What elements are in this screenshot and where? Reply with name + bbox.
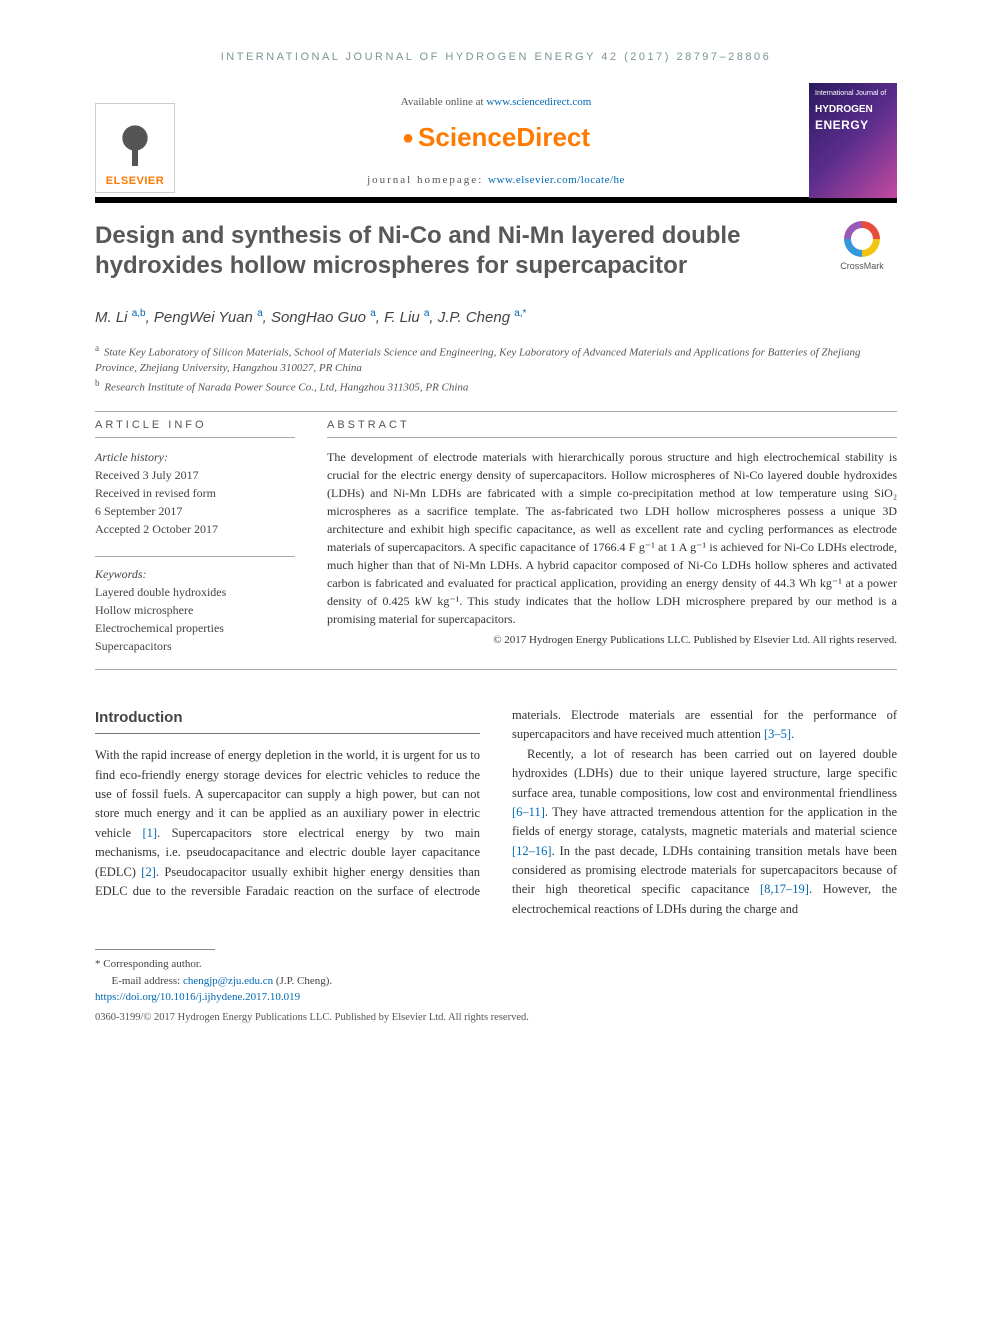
crossmark-label: CrossMark [840, 261, 884, 271]
article-title: Design and synthesis of Ni-Co and Ni-Mn … [95, 221, 765, 281]
intro-p2-b: . They have attracted tremendous attenti… [512, 805, 897, 838]
footnote-rule [95, 949, 215, 950]
journal-homepage-link[interactable]: www.elsevier.com/locate/he [488, 174, 625, 186]
issn-copyright-line: 0360-3199/© 2017 Hydrogen Energy Publica… [95, 1010, 897, 1026]
article-info-heading: ARTICLE INFO [95, 418, 295, 438]
available-online-line: Available online at www.sciencedirect.co… [95, 95, 897, 110]
ref-link-4[interactable]: [6–11] [512, 805, 545, 819]
intro-paragraph-2: Recently, a lot of research has been car… [512, 745, 897, 919]
homepage-prefix: journal homepage: [367, 174, 488, 186]
abstract-heading: ABSTRACT [327, 418, 897, 438]
sciencedirect-wordmark: ScienceDirect [402, 122, 590, 152]
ref-link-1[interactable]: [1] [143, 826, 158, 840]
keyword-4: Supercapacitors [95, 637, 295, 655]
elsevier-logo: ELSEVIER [95, 103, 175, 193]
journal-header: INTERNATIONAL JOURNAL OF HYDROGEN ENERGY… [95, 50, 897, 65]
abstract-copyright: © 2017 Hydrogen Energy Publications LLC.… [327, 632, 897, 649]
journal-cover-thumbnail: International Journal of HYDROGEN ENERGY [809, 83, 897, 198]
introduction-heading: Introduction [95, 706, 480, 729]
ref-link-3[interactable]: [3–5] [764, 727, 791, 741]
intro-p2-a: Recently, a lot of research has been car… [512, 747, 897, 800]
cover-title-2: ENERGY [815, 117, 891, 134]
abstract-body: The development of electrode materials w… [327, 450, 897, 626]
keywords-rule [95, 556, 295, 557]
info-top-rule [95, 411, 897, 412]
email-label: E-mail address: [112, 975, 183, 987]
history-revised-2: 6 September 2017 [95, 502, 295, 520]
doi-link[interactable]: https://doi.org/10.1016/j.ijhydene.2017.… [95, 991, 300, 1003]
title-separator-rule [95, 197, 897, 203]
history-label: Article history: [95, 448, 295, 466]
ref-link-5[interactable]: [12–16] [512, 844, 552, 858]
available-prefix: Available online at [401, 96, 487, 108]
keyword-3: Electrochemical properties [95, 619, 295, 637]
intro-p1-d: . [791, 727, 794, 741]
affiliation-b: Research Institute of Narada Power Sourc… [104, 382, 468, 394]
corresponding-email-link[interactable]: chengjp@zju.edu.cn [183, 975, 273, 987]
history-received: Received 3 July 2017 [95, 466, 295, 484]
affiliation-sup-b: b [95, 378, 100, 388]
masthead: ELSEVIER International Journal of HYDROG… [95, 83, 897, 188]
elsevier-brand-text: ELSEVIER [106, 171, 164, 192]
crossmark-icon [844, 221, 880, 257]
history-revised-1: Received in revised form [95, 484, 295, 502]
email-author-name: (J.P. Cheng). [273, 975, 332, 987]
affiliations: a State Key Laboratory of Silicon Materi… [95, 342, 897, 397]
crossmark-badge[interactable]: CrossMark [827, 221, 897, 273]
keyword-1: Layered double hydroxides [95, 583, 295, 601]
keyword-2: Hollow microsphere [95, 601, 295, 619]
cover-smallprint: International Journal of [815, 89, 891, 99]
footnotes: * Corresponding author. E-mail address: … [95, 956, 897, 1025]
affiliation-a: State Key Laboratory of Silicon Material… [95, 346, 861, 374]
authors-line: M. Li a,b, PengWei Yuan a, SongHao Guo a… [95, 307, 897, 328]
cover-title-1: HYDROGEN [815, 103, 891, 117]
history-accepted: Accepted 2 October 2017 [95, 520, 295, 538]
journal-homepage-line: journal homepage: www.elsevier.com/locat… [95, 173, 897, 188]
abstract-bottom-rule [95, 669, 897, 670]
sciencedirect-logo: ScienceDirect [95, 119, 897, 155]
ref-link-2[interactable]: [2] [141, 865, 156, 879]
sciencedirect-link[interactable]: www.sciencedirect.com [486, 96, 591, 108]
elsevier-tree-icon [110, 116, 160, 171]
keywords-label: Keywords: [95, 565, 295, 583]
ref-link-6[interactable]: [8,17–19] [760, 882, 809, 896]
article-body: Introduction With the rapid increase of … [95, 706, 897, 919]
affiliation-sup-a: a [95, 343, 99, 353]
corresponding-author-note: * Corresponding author. [95, 956, 897, 973]
